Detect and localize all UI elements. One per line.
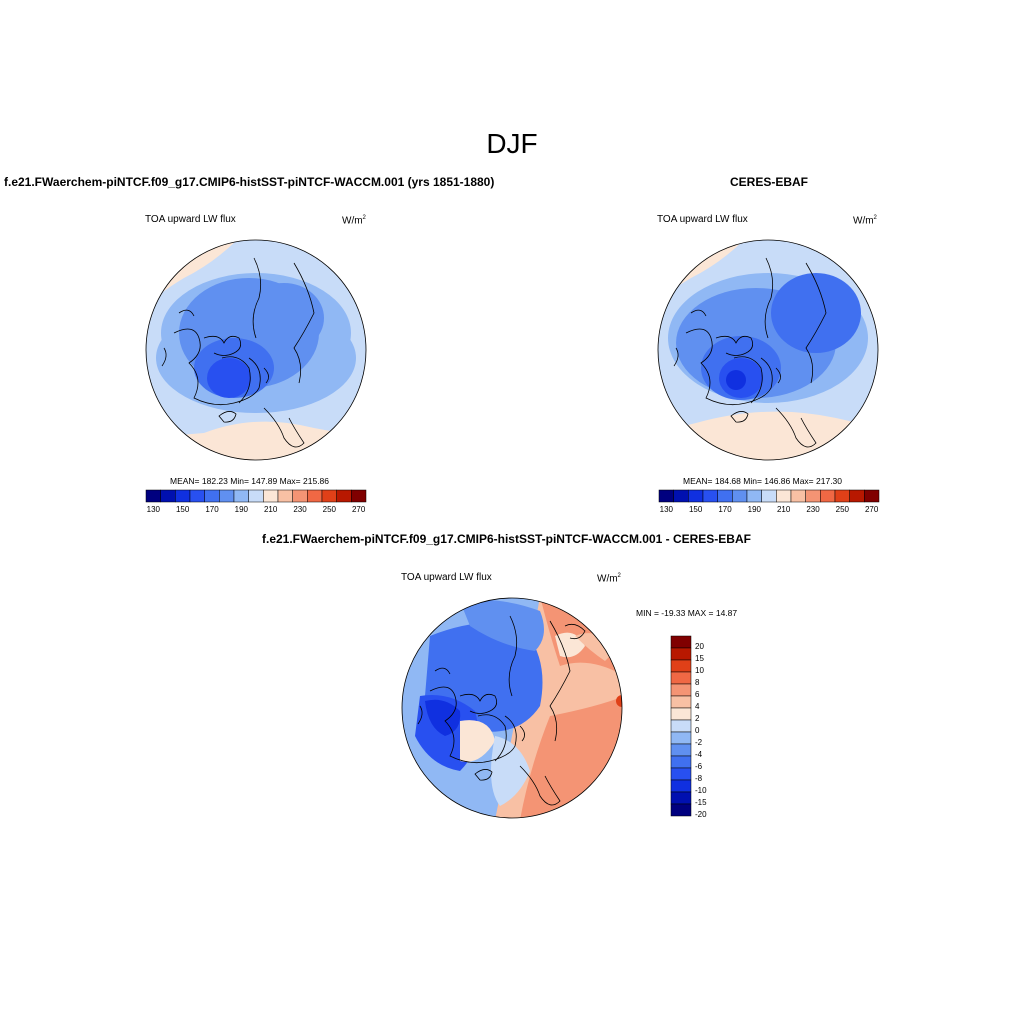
obs-colorbar-box [702, 489, 718, 503]
obs-colorbar-box [658, 489, 674, 503]
model-colorbar-tick-label: 190 [234, 505, 248, 514]
diff-colorbar-box [670, 659, 692, 673]
model-colorbar-tick-label: 250 [322, 505, 336, 514]
obs-colorbar-box [717, 489, 733, 503]
model-colorbar-box [160, 489, 176, 503]
diff-colorbar-tick-label: 20 [695, 642, 704, 651]
obs-colorbar-box [805, 489, 821, 503]
obs-colorbar-tick-label: 170 [718, 505, 732, 514]
figure-title: DJF [486, 128, 538, 159]
obs-polar-map [657, 239, 879, 461]
model-colorbar-box [189, 489, 205, 503]
obs-colorbar-box [746, 489, 762, 503]
diff-colorbar-tick-label: -2 [695, 738, 703, 747]
model-colorbar-box [336, 489, 352, 503]
diff-colorbar-box [670, 743, 692, 757]
model-colorbar-box [263, 489, 279, 503]
obs-variable-label: TOA upward LW flux [657, 214, 748, 225]
obs-colorbar-box [761, 489, 777, 503]
obs-colorbar-box [864, 489, 880, 503]
model-colorbar-box [248, 489, 264, 503]
model-colorbar-tick-label: 210 [263, 505, 278, 514]
model-colorbar-box [321, 489, 337, 503]
diff-colorbar-box [670, 719, 692, 733]
model-colorbar-box [219, 489, 235, 503]
obs-colorbar-tick-label: 130 [659, 505, 673, 514]
diff-colorbar-tick-label: -20 [695, 810, 707, 819]
diff-polar-map [401, 597, 623, 819]
model-colorbar-tick-label: 230 [293, 505, 307, 514]
diff-colorbar-box [670, 671, 692, 685]
diff-colorbar-tick-label: 15 [695, 654, 704, 663]
diff-colorbar-tick-label: 6 [695, 690, 700, 699]
model-polar-map [145, 239, 367, 461]
obs-colorbar-tick-label: 270 [864, 505, 879, 514]
diff-colorbar-tick-label: 8 [695, 678, 700, 687]
diff-colorbar-tick-label: 4 [695, 702, 700, 711]
diff-colorbar-box [670, 767, 692, 781]
obs-colorbar-box [820, 489, 836, 503]
diff-stats: MIN = -19.33 MAX = 14.87 [636, 608, 738, 618]
diff-panel-title: f.e21.FWaerchem-piNTCF.f09_g17.CMIP6-his… [262, 532, 751, 546]
model-colorbar-box [204, 489, 220, 503]
model-variable-label: TOA upward LW flux [145, 214, 236, 225]
model-colorbar-box [145, 489, 161, 503]
model-colorbar-box [307, 489, 323, 503]
diff-colorbar-tick-label: -10 [695, 786, 707, 795]
obs-colorbar-box [688, 489, 704, 503]
diff-variable-label: TOA upward LW flux [401, 572, 492, 583]
diff-colorbar-tick-label: 0 [695, 726, 700, 735]
model-stats: MEAN= 182.23 Min= 147.89 Max= 215.86 [170, 476, 330, 486]
model-colorbar-box [277, 489, 293, 503]
obs-colorbar-box [849, 489, 865, 503]
model-colorbar-tick-label: 170 [205, 505, 219, 514]
obs-colorbar-box [732, 489, 748, 503]
diff-colorbar-tick-label: -4 [695, 750, 703, 759]
diff-colorbar-tick-label: 10 [695, 666, 704, 675]
diff-colorbar-box [670, 647, 692, 661]
obs-colorbar [658, 489, 880, 503]
obs-stats: MEAN= 184.68 Min= 146.86 Max= 217.30 [683, 476, 843, 486]
model-colorbar-box [175, 489, 191, 503]
diff-colorbar-box [670, 731, 692, 745]
diff-colorbar-box [670, 695, 692, 709]
diff-colorbar-box [670, 707, 692, 721]
diff-colorbar-box [670, 791, 692, 805]
model-units-label: W/m2 [342, 215, 366, 227]
diff-colorbar-tick-label: -15 [695, 798, 707, 807]
obs-colorbar-box [673, 489, 689, 503]
diff-colorbar [670, 635, 692, 817]
obs-colorbar-box [790, 489, 806, 503]
obs-colorbar-box [776, 489, 792, 503]
obs-colorbar-tick-label: 190 [747, 505, 761, 514]
diff-units-label: W/m2 [597, 573, 621, 585]
obs-panel-title: CERES-EBAF [730, 175, 809, 189]
model-colorbar-tick-label: 130 [146, 505, 160, 514]
obs-colorbar-box [834, 489, 850, 503]
model-panel-title: f.e21.FWaerchem-piNTCF.f09_g17.CMIP6-his… [4, 175, 495, 189]
obs-colorbar-tick-label: 250 [835, 505, 849, 514]
model-colorbar-tick-label: 150 [175, 505, 190, 514]
model-colorbar-box [351, 489, 367, 503]
model-colorbar-box [292, 489, 308, 503]
model-colorbar-tick-label: 270 [351, 505, 366, 514]
diff-colorbar-tick-label: -8 [695, 774, 703, 783]
model-colorbar [145, 489, 367, 503]
diff-colorbar-box [670, 755, 692, 769]
obs-colorbar-tick-label: 230 [806, 505, 820, 514]
diff-colorbar-tick-label: 2 [695, 714, 700, 723]
model-colorbar-box [233, 489, 249, 503]
obs-units-label: W/m2 [853, 215, 877, 227]
diff-colorbar-box [670, 635, 692, 649]
diff-colorbar-box [670, 683, 692, 697]
obs-colorbar-tick-label: 210 [776, 505, 791, 514]
obs-colorbar-tick-label: 150 [688, 505, 703, 514]
diff-colorbar-box [670, 779, 692, 793]
diff-colorbar-box [670, 803, 692, 817]
diff-colorbar-tick-label: -6 [695, 762, 703, 771]
